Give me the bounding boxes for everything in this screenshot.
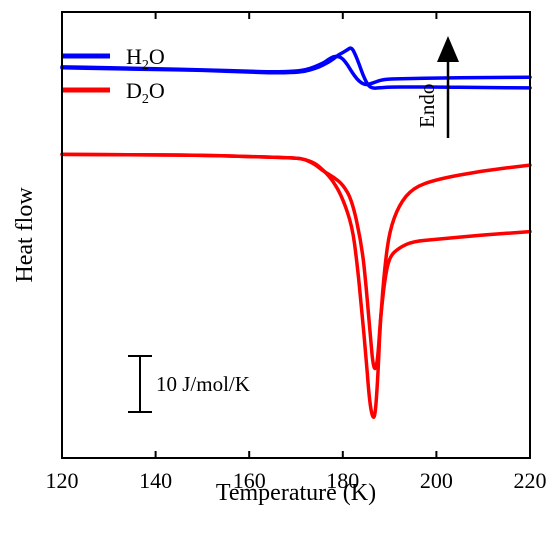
endo-annotation: Endo bbox=[415, 36, 459, 138]
y-axis-label: Heat flow bbox=[12, 187, 38, 283]
plot-frame bbox=[61, 11, 531, 459]
x-tick-label: 220 bbox=[514, 468, 547, 493]
legend: H2O D2O bbox=[62, 44, 165, 107]
legend-label-h2o: H2O bbox=[126, 44, 165, 73]
x-tick-label: 140 bbox=[139, 468, 172, 493]
x-tick-label: 160 bbox=[233, 468, 266, 493]
series-line-d2o-2 bbox=[60, 152, 532, 371]
plot-curves bbox=[60, 46, 532, 419]
series-line-h2o-2 bbox=[60, 54, 532, 87]
x-tick-label: 180 bbox=[326, 468, 359, 493]
scale-bar: 10 J/mol/K bbox=[128, 355, 250, 413]
legend-label-d2o: D2O bbox=[126, 78, 165, 107]
x-axis-label: Temperature (K) bbox=[216, 480, 376, 506]
endo-label: Endo bbox=[415, 84, 439, 128]
scale-bar-label: 10 J/mol/K bbox=[156, 372, 250, 396]
x-axis-ticks: 120 140 160 180 200 220 bbox=[46, 12, 547, 493]
x-tick-label: 200 bbox=[420, 468, 453, 493]
endo-arrow-head-icon bbox=[437, 36, 459, 62]
series-line-d2o-1 bbox=[60, 152, 532, 419]
x-tick-label: 120 bbox=[46, 468, 79, 493]
